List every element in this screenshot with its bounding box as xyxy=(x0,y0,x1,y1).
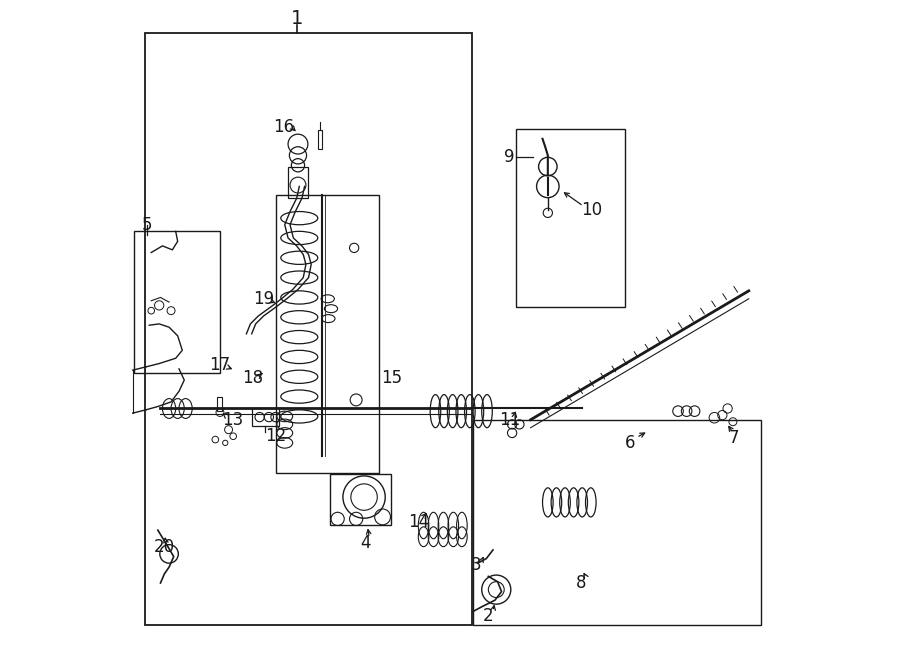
Bar xyxy=(252,408,280,426)
Text: 16: 16 xyxy=(273,118,294,136)
Text: 13: 13 xyxy=(222,410,244,429)
Bar xyxy=(276,195,379,473)
Text: 10: 10 xyxy=(581,201,603,219)
Bar xyxy=(134,231,220,373)
Text: 17: 17 xyxy=(210,356,230,374)
Text: 19: 19 xyxy=(253,290,274,308)
Text: 20: 20 xyxy=(154,538,175,557)
Text: 7: 7 xyxy=(729,428,740,447)
Bar xyxy=(288,167,308,198)
Bar xyxy=(516,129,625,307)
Text: 18: 18 xyxy=(242,369,264,387)
Text: 3: 3 xyxy=(471,556,482,574)
Bar xyxy=(318,130,322,149)
Bar xyxy=(145,33,472,625)
Text: 15: 15 xyxy=(382,369,402,387)
Text: 5: 5 xyxy=(142,215,152,234)
Text: 12: 12 xyxy=(265,427,286,446)
Text: 9: 9 xyxy=(504,148,515,167)
Text: 8: 8 xyxy=(576,574,586,592)
Bar xyxy=(473,420,760,625)
Text: 11: 11 xyxy=(499,410,520,429)
Bar xyxy=(217,397,222,411)
Text: 6: 6 xyxy=(626,434,635,452)
Bar xyxy=(329,474,391,525)
Text: 1: 1 xyxy=(291,9,302,28)
Text: 2: 2 xyxy=(483,607,494,625)
Text: 4: 4 xyxy=(360,534,371,553)
Text: 14: 14 xyxy=(408,513,428,531)
